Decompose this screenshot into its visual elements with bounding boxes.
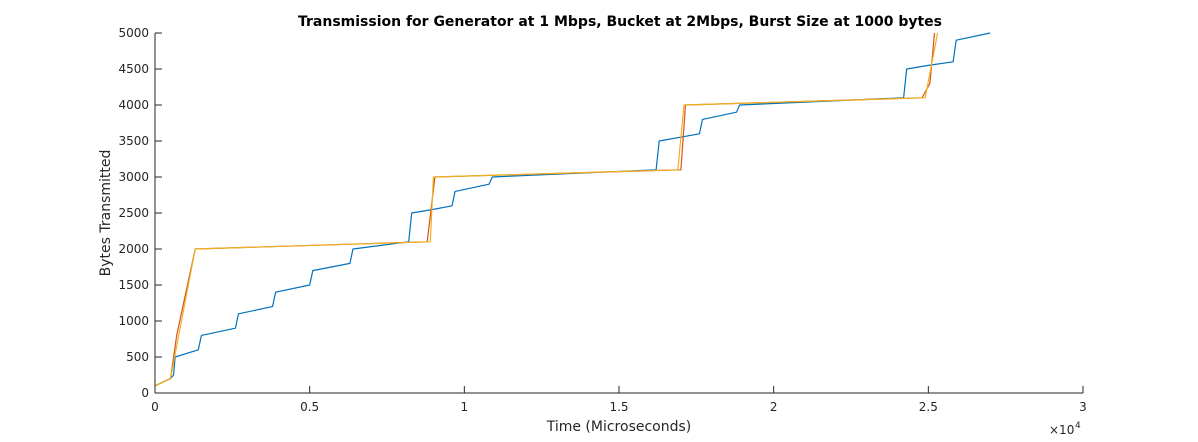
chart-title: Transmission for Generator at 1 Mbps, Bu… [298, 14, 942, 30]
x-multiplier-base: ×10 [1049, 423, 1074, 437]
series-line-1 [154, 32, 991, 387]
y-tick-label: 2500 [118, 206, 149, 220]
y-tick-label: 5000 [118, 26, 149, 40]
y-tick-label: 500 [126, 350, 149, 364]
y-tick-label: 2000 [118, 242, 149, 256]
y-tick-label: 3500 [118, 134, 149, 148]
y-tick-label: 4000 [118, 98, 149, 112]
y-tick-label: 1500 [118, 278, 149, 292]
series-layer [154, 32, 991, 387]
y-tick-label: 3000 [118, 170, 149, 184]
axes-layer [154, 33, 1083, 394]
series-line-3 [154, 32, 939, 387]
series-line-2 [154, 32, 936, 387]
y-tick-label: 1000 [118, 314, 149, 328]
x-tick-label: 0 [151, 400, 159, 414]
y-ticks: 0 500 1000 1500 2000 2500 3000 3500 4000 4500 5000 [118, 26, 162, 400]
x-tick-label: 1.5 [609, 400, 628, 414]
y-tick-label: 0 [141, 386, 149, 400]
x-tick-label: 3 [1079, 400, 1087, 414]
y-tick-label: 4500 [118, 62, 149, 76]
x-multiplier: ×10 4 [1049, 421, 1081, 437]
x-multiplier-exponent: 4 [1075, 421, 1081, 431]
x-tick-label: 2 [770, 400, 778, 414]
x-tick-label: 2.5 [919, 400, 938, 414]
x-tick-label: 1 [461, 400, 469, 414]
x-axis-label: Time (Microseconds) [546, 419, 692, 435]
y-axis-label: Bytes Transmitted [98, 150, 114, 277]
x-tick-label: 0.5 [300, 400, 319, 414]
x-ticks: 0 0.5 1 1.5 2 2.5 3 [151, 386, 1087, 414]
